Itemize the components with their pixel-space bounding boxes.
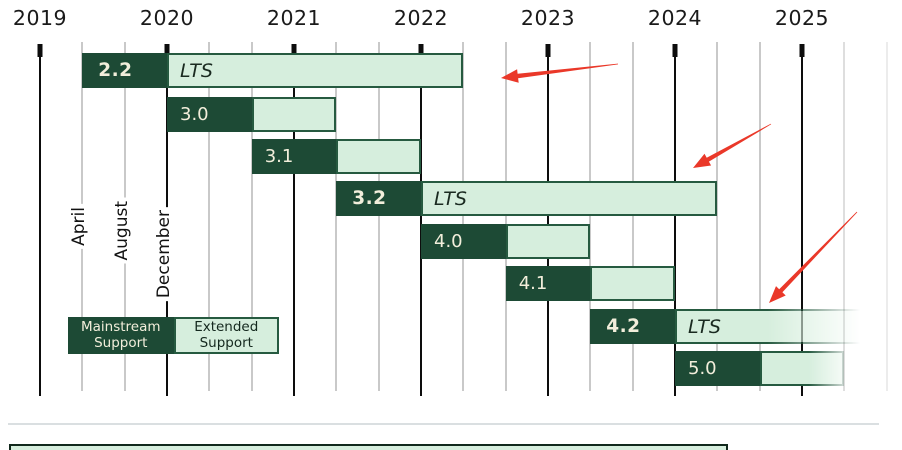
- bar-3.1-extended-segment: [336, 139, 421, 174]
- lts-label: LTS: [180, 59, 213, 82]
- lts-label: LTS: [688, 315, 721, 338]
- bar-5.0-extended-segment: [759, 351, 845, 386]
- section-divider: [8, 423, 879, 425]
- gridline-year-2022: [419, 44, 423, 396]
- gridline-month: [335, 42, 338, 391]
- version-label: 3.1: [264, 146, 294, 167]
- version-label: 4.0: [434, 231, 463, 252]
- bar-4.1-mainstream-segment: 4.1: [505, 266, 591, 301]
- gridline-month: [716, 42, 719, 391]
- gridline-month: [250, 42, 253, 391]
- version-label: 3.0: [180, 104, 209, 125]
- gridline-month: [631, 42, 634, 391]
- bar-3.2-extended-segment: LTS: [421, 181, 718, 216]
- bar-3.0-extended-segment: [251, 97, 337, 132]
- year-label-2025: 2025: [774, 6, 830, 30]
- year-label-2023: 2023: [520, 6, 576, 30]
- legend: Mainstream Support Extended Support: [68, 317, 279, 354]
- bar-4.0-extended-segment: [505, 224, 591, 259]
- gridline-month: [377, 42, 380, 391]
- bar-4.2-extended-segment: LTS: [675, 309, 869, 344]
- gridline-month: [758, 42, 761, 391]
- year-label-2024: 2024: [647, 6, 703, 30]
- year-label-2021: 2021: [266, 6, 322, 30]
- bar-4.0-mainstream-segment: 4.0: [421, 224, 506, 259]
- bar-3.0-mainstream-segment: 3.0: [167, 97, 252, 132]
- gridline-month: [504, 42, 507, 391]
- month-label-april: April: [69, 204, 90, 249]
- bar-2.2-mainstream-segment: 2.2: [82, 53, 167, 88]
- version-label: 4.1: [518, 273, 548, 294]
- gridline-month: [589, 42, 592, 391]
- gridline-month: [885, 42, 888, 391]
- year-label-2022: 2022: [393, 6, 449, 30]
- year-label-2019: 2019: [12, 6, 68, 30]
- legend-mainstream-support: Mainstream Support: [68, 317, 174, 354]
- bar-3.2-mainstream-segment: 3.2: [336, 181, 421, 216]
- version-label: 5.0: [688, 358, 717, 379]
- legend-extended-support: Extended Support: [173, 317, 279, 354]
- version-label: 2.2: [98, 60, 133, 81]
- gridline-year-2019: [38, 44, 42, 396]
- gridline-year-2021: [292, 44, 296, 396]
- gridline-month: [462, 42, 465, 391]
- month-label-august: August: [112, 197, 133, 263]
- bar-2.2-extended-segment: LTS: [167, 53, 464, 88]
- bar-3.1-mainstream-segment: 3.1: [251, 139, 337, 174]
- gridline-month: [208, 42, 211, 391]
- red-arrow-1: [501, 63, 618, 83]
- clipped-bottom-panel: [9, 444, 728, 450]
- bar-4.2-mainstream-segment: 4.2: [590, 309, 675, 344]
- legend-extended-label: Extended Support: [194, 319, 259, 351]
- lts-label: LTS: [434, 187, 467, 210]
- gridline-year-2023: [546, 44, 550, 396]
- version-label: 3.2: [352, 188, 387, 209]
- gridline-year-2024: [673, 44, 677, 396]
- bar-4.1-extended-segment: [590, 266, 675, 301]
- legend-mainstream-label: Mainstream Support: [80, 319, 161, 351]
- bar-5.0-mainstream-segment: 5.0: [675, 351, 760, 386]
- year-label-2020: 2020: [139, 6, 195, 30]
- month-label-december: December: [154, 206, 175, 301]
- version-label: 4.2: [606, 316, 641, 337]
